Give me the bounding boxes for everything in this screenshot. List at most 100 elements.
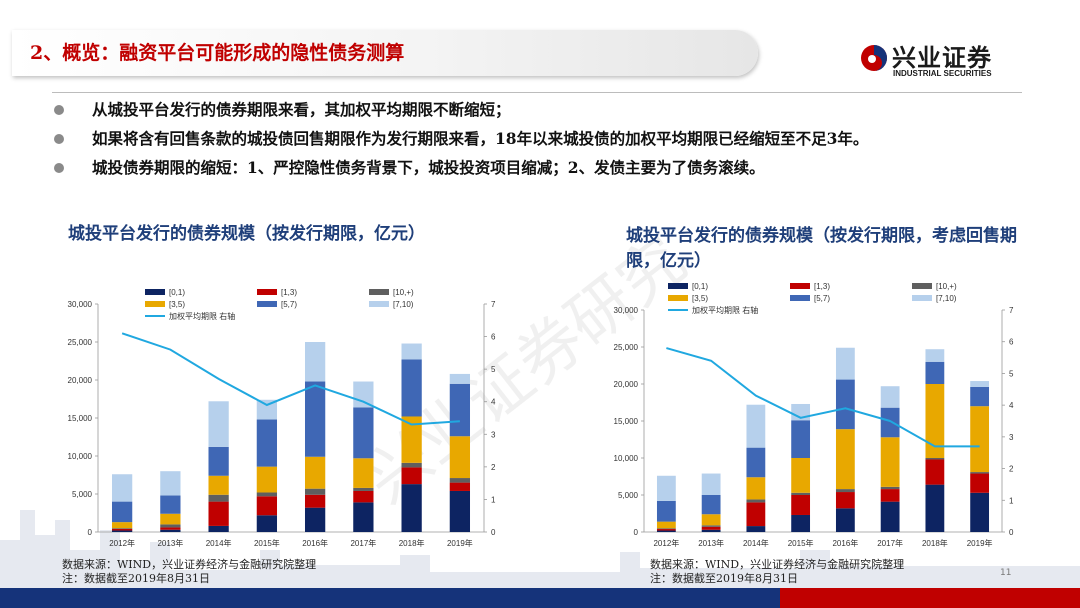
legend-label: [10,+)	[393, 288, 414, 297]
y-tick-label: 10,000	[68, 452, 93, 461]
bar-segment	[208, 501, 229, 526]
x-tick-label: 2017年	[877, 538, 903, 548]
bar-segment	[449, 436, 471, 479]
y-tick-label: 25,000	[68, 338, 93, 347]
bar-segment	[791, 420, 811, 458]
bullet-item: 从城投平台发行的债券期限来看，其加权平均期限不断缩短；	[52, 98, 1022, 122]
bar-segment	[401, 416, 422, 463]
bar-segment	[701, 525, 721, 527]
bar-segment	[746, 447, 766, 478]
legend-label: [5,7)	[281, 300, 297, 309]
y-tick-label: 15,000	[614, 417, 639, 426]
bar-segment	[835, 379, 855, 430]
bar-segment	[746, 526, 766, 532]
bar-segment	[880, 486, 900, 490]
logo-name: 兴业证券	[892, 43, 992, 72]
legend-label: 加权平均期限 右轴	[169, 311, 235, 321]
x-tick-label: 2012年	[653, 538, 679, 548]
bar-segment	[160, 524, 181, 528]
bullet-item: 城投债券期限的缩短：1、严控隐性债务背景下，城投投资项目缩减；2、发债主要为了债…	[52, 156, 1022, 180]
bar-segment	[746, 502, 766, 527]
bar-segment	[304, 488, 326, 495]
legend-swatch	[668, 283, 688, 289]
y2-tick-label: 4	[491, 398, 496, 407]
bar-segment	[304, 494, 326, 508]
company-logo-icon	[861, 45, 887, 71]
source-right: 数据来源：WIND，兴业证券经济与金融研究院整理 注：数据截至2019年8月31…	[650, 558, 904, 586]
bar-segment	[880, 501, 900, 532]
bar-segment	[701, 526, 721, 530]
bar-segment	[746, 477, 766, 500]
bar-segment	[449, 482, 471, 491]
x-tick-label: 2015年	[788, 538, 814, 548]
footer-bar-red	[780, 588, 1080, 608]
bar-segment	[111, 474, 133, 502]
y2-tick-label: 6	[491, 333, 496, 342]
bar-segment	[835, 347, 855, 380]
x-tick-label: 2014年	[743, 538, 769, 548]
bar-segment	[925, 458, 945, 460]
x-tick-label: 2016年	[302, 538, 328, 548]
y-tick-label: 20,000	[614, 380, 639, 389]
y2-tick-label: 5	[491, 365, 496, 374]
bar-segment	[449, 478, 471, 483]
legend-swatch	[668, 295, 688, 301]
y-tick-label: 10,000	[614, 454, 639, 463]
bar-segment	[925, 484, 945, 532]
y2-tick-label: 1	[491, 495, 496, 504]
bar-segment	[208, 401, 229, 447]
bar-segment	[701, 473, 721, 495]
bar-segment	[208, 525, 229, 532]
y-tick-label: 0	[88, 528, 93, 537]
y-tick-label: 30,000	[614, 306, 639, 315]
bullet-dot-icon	[54, 134, 64, 144]
y-tick-label: 0	[634, 528, 639, 537]
bar-segment	[160, 529, 181, 532]
bar-segment	[656, 528, 676, 530]
y2-tick-label: 1	[1009, 496, 1014, 505]
bar-line-chart-left: [0,1) [1,3) [10,+) [3,5) [5,7) [7,10) 加权平均期限 右…	[68, 288, 496, 548]
title-bar	[12, 30, 758, 76]
bar-segment	[256, 496, 278, 516]
x-tick-label: 2014年	[206, 538, 232, 548]
x-tick-label: 2019年	[967, 538, 993, 548]
bar-segment	[970, 381, 990, 387]
bar-segment	[701, 514, 721, 526]
source-text: 数据来源：WIND，兴业证券经济与金融研究院整理	[650, 558, 905, 571]
bar-segment	[111, 522, 133, 529]
bar-segment	[746, 499, 766, 503]
page-number: 11	[1000, 568, 1012, 578]
legend-swatch	[369, 289, 389, 295]
bar-segment	[835, 492, 855, 509]
bar-segment	[401, 467, 422, 485]
bar-segment	[970, 472, 990, 474]
y-tick-label: 25,000	[614, 343, 639, 352]
y2-tick-label: 0	[491, 528, 496, 537]
y2-tick-label: 0	[1009, 528, 1014, 537]
bar-segment	[353, 487, 374, 491]
bullet-text: 如果将含有回售条款的城投债回售期限作为发行期限来看，18年以来城投债的加权平均期…	[92, 129, 869, 148]
legend-label: [1,3)	[814, 282, 830, 291]
bar-segment	[208, 494, 229, 502]
bar-segment	[925, 459, 945, 485]
bar-segment	[791, 458, 811, 493]
bar-segment	[401, 462, 422, 468]
y2-tick-label: 3	[1009, 433, 1014, 442]
x-tick-label: 2013年	[157, 538, 183, 548]
bar-segment	[656, 529, 676, 531]
bar-segment	[970, 473, 990, 493]
y2-tick-label: 2	[1009, 465, 1014, 474]
bar-segment	[353, 458, 374, 488]
y-tick-label: 20,000	[68, 376, 93, 385]
y-tick-label: 5,000	[72, 490, 93, 499]
bar-segment	[353, 502, 374, 532]
bar-segment	[449, 490, 471, 532]
bar-segment	[880, 437, 900, 487]
bar-segment	[880, 489, 900, 502]
legend-swatch	[912, 295, 932, 301]
bar-segment	[656, 500, 676, 522]
city-skyline-decoration	[0, 510, 1080, 588]
x-tick-label: 2018年	[922, 538, 948, 548]
bar-segment	[656, 521, 676, 529]
bar-segment	[353, 381, 374, 408]
